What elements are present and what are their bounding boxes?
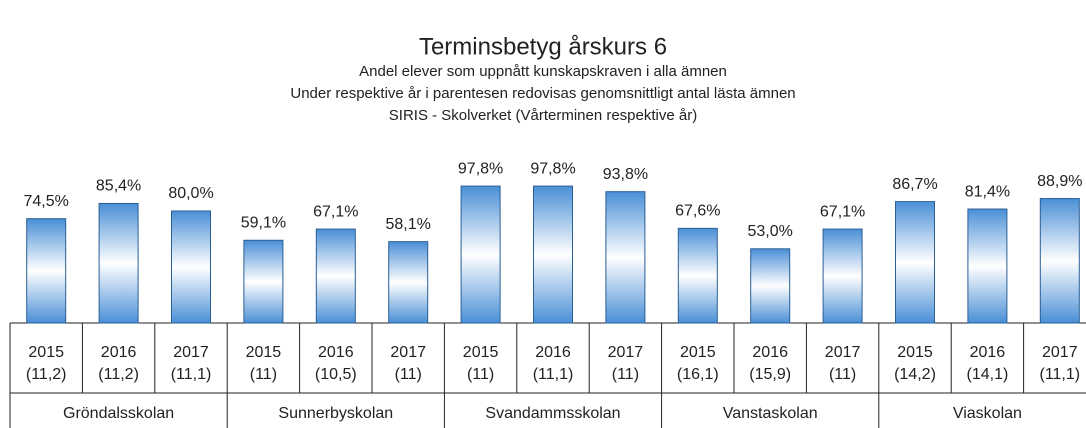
x-tick-label: 2017 xyxy=(608,344,644,361)
subtitle: SIRIS - Skolverket (Vårterminen respekti… xyxy=(389,107,697,124)
bar xyxy=(677,227,718,324)
bar xyxy=(895,201,935,324)
x-tick-sublabel: (11) xyxy=(612,366,639,383)
group-label: Vanstaskolan xyxy=(723,405,818,422)
group-label: Svandammsskolan xyxy=(485,405,620,422)
bar xyxy=(822,228,863,324)
x-tick-sublabel: (11) xyxy=(250,366,277,383)
data-label: 88,9% xyxy=(1037,173,1082,190)
x-tick-label: 2015 xyxy=(28,344,64,361)
x-tick-sublabel: (11) xyxy=(829,366,856,383)
data-label: 59,1% xyxy=(241,214,286,231)
bar xyxy=(533,185,573,324)
data-label: 58,1% xyxy=(386,216,431,233)
x-tick-label: 2017 xyxy=(825,344,861,361)
x-tick-label: 2015 xyxy=(897,344,933,361)
data-label: 80,0% xyxy=(168,185,213,202)
x-tick-label: 2015 xyxy=(246,344,282,361)
data-label: 86,7% xyxy=(892,176,937,193)
data-label: 67,6% xyxy=(675,203,720,220)
data-label: 97,8% xyxy=(458,160,503,177)
x-tick-sublabel: (15,9) xyxy=(749,366,791,383)
bar xyxy=(315,228,356,324)
x-tick-label: 2017 xyxy=(390,344,426,361)
x-tick-label: 2017 xyxy=(173,344,209,361)
x-tick-sublabel: (11) xyxy=(467,366,494,383)
x-tick-sublabel: (11,1) xyxy=(171,366,212,383)
bar xyxy=(750,248,791,324)
x-tick-sublabel: (16,1) xyxy=(677,366,719,383)
bar xyxy=(605,191,646,324)
group-label: Viaskolan xyxy=(953,405,1022,422)
bar xyxy=(388,241,429,324)
x-tick-label: 2015 xyxy=(463,344,499,361)
x-tick-label: 2016 xyxy=(318,344,354,361)
x-tick-sublabel: (11) xyxy=(395,366,422,383)
group-label: Gröndalsskolan xyxy=(63,405,174,422)
chart-title: Terminsbetyg årskurs 6 xyxy=(419,33,667,60)
data-label: 74,5% xyxy=(24,193,69,210)
x-tick-label: 2016 xyxy=(970,344,1006,361)
data-label: 53,0% xyxy=(748,223,793,240)
bar xyxy=(26,218,67,324)
subtitle: Under respektive år i parentesen redovis… xyxy=(290,85,795,102)
bar xyxy=(243,239,284,324)
x-tick-label: 2017 xyxy=(1042,344,1078,361)
data-label: 97,8% xyxy=(530,160,575,177)
data-label: 67,1% xyxy=(313,203,358,220)
x-tick-label: 2016 xyxy=(752,344,788,361)
x-tick-sublabel: (11,2) xyxy=(98,366,139,383)
subtitle: Andel elever som uppnått kunskapskraven … xyxy=(359,63,727,80)
x-tick-sublabel: (11,1) xyxy=(533,366,574,383)
bar xyxy=(98,202,139,324)
data-label: 93,8% xyxy=(603,166,648,183)
bar xyxy=(967,208,1008,324)
bar xyxy=(171,210,211,324)
x-tick-label: 2016 xyxy=(101,344,137,361)
x-tick-sublabel: (14,2) xyxy=(894,366,936,383)
x-tick-label: 2015 xyxy=(680,344,716,361)
x-tick-sublabel: (11,2) xyxy=(26,366,67,383)
x-tick-sublabel: (10,5) xyxy=(315,366,357,383)
group-label: Sunnerbyskolan xyxy=(278,405,393,422)
bar xyxy=(460,185,501,324)
data-label: 67,1% xyxy=(820,203,865,220)
x-tick-label: 2016 xyxy=(535,344,571,361)
bar xyxy=(1039,198,1080,324)
x-tick-sublabel: (14,1) xyxy=(967,366,1009,383)
x-tick-sublabel: (11,1) xyxy=(1039,366,1080,383)
data-label: 81,4% xyxy=(965,183,1010,200)
data-label: 85,4% xyxy=(96,178,141,195)
